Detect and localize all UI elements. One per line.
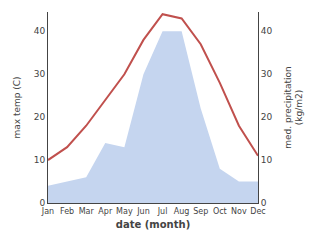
svg-text:Dec: Dec	[250, 207, 265, 216]
svg-text:date (month): date (month)	[116, 219, 190, 230]
svg-text:0: 0	[39, 198, 45, 208]
svg-text:max temp (C): max temp (C)	[12, 76, 22, 138]
svg-text:Mar: Mar	[79, 207, 95, 216]
svg-text:Oct: Oct	[213, 207, 227, 216]
svg-text:30: 30	[261, 69, 273, 79]
svg-text:40: 40	[34, 26, 46, 36]
svg-text:10: 10	[261, 155, 273, 165]
svg-text:30: 30	[34, 69, 46, 79]
svg-text:Feb: Feb	[60, 207, 74, 216]
svg-text:Nov: Nov	[231, 207, 247, 216]
svg-text:May: May	[116, 207, 133, 216]
svg-text:20: 20	[261, 112, 273, 122]
svg-text:40: 40	[261, 26, 273, 36]
svg-text:Jan: Jan	[41, 207, 54, 216]
svg-text:Sep: Sep	[193, 207, 208, 216]
svg-text:20: 20	[34, 112, 46, 122]
svg-text:Jun: Jun	[136, 207, 150, 216]
svg-text:Aug: Aug	[174, 207, 190, 216]
svg-text:Apr: Apr	[98, 207, 113, 216]
svg-text:med. precipitation(kg/m2): med. precipitation(kg/m2)	[283, 66, 305, 148]
svg-text:0: 0	[261, 198, 267, 208]
svg-text:Jul: Jul	[157, 207, 168, 216]
svg-text:10: 10	[34, 155, 46, 165]
